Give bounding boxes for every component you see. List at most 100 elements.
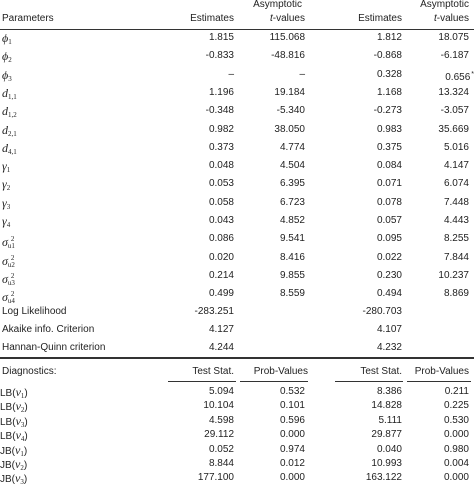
tvalue-2-number: 7.844 [443, 251, 469, 263]
tvalues-header-2: t-values [433, 13, 469, 24]
prob-value-1: 0.101 [279, 400, 305, 412]
summary-value-2: 4.107 [376, 324, 402, 335]
tvalue-2-number: 6.074 [443, 178, 469, 190]
diagnostic-prefix: LB( [0, 388, 16, 399]
symbol-glyph: σ [2, 235, 8, 250]
parameter-symbol: d1,2 [2, 102, 17, 124]
test-stat-1: 5.094 [208, 386, 234, 397]
prob-value-1: 0.596 [279, 414, 305, 426]
summary-row: Akaike info. Criterion 4.127 4.107 [0, 321, 474, 339]
symbol-subscript: 1 [8, 38, 12, 46]
parameter-row: γ3 0.058 6.723 0.078 7.448 [0, 194, 474, 212]
diagnostic-suffix: ) [23, 460, 28, 471]
symbol-glyph: σ [2, 253, 8, 268]
estimate-2: -0.273 [373, 105, 402, 117]
tvalue-2: -3.057 [441, 102, 469, 120]
diagnostic-symbol: ν [15, 385, 21, 399]
summary-row: Log Likelihood -283.251 -280.703 [0, 303, 474, 321]
tvalue-2-number: 8.869 [443, 288, 469, 300]
diagnostic-subscript: 2 [20, 464, 24, 472]
diagnostic-suffix: ) [23, 474, 28, 486]
symbol-glyph: γ [2, 177, 7, 192]
estimate-2: 0.375 [376, 141, 402, 153]
tvalue-1: 115.068 [269, 32, 305, 43]
prob-value-1: 0.974 [279, 443, 305, 455]
tvalue-2: 10.237 [438, 267, 469, 285]
symbol-glyph: d [2, 140, 8, 155]
estimate-1: 0.048 [208, 160, 234, 172]
diagnostic-symbol: ν [15, 399, 21, 414]
parameter-row: σu32 0.214 9.855 0.230 10.237 [0, 267, 474, 287]
summary-label: Hannan-Quinn criterion [2, 342, 106, 353]
test-stat-2: 29.877 [371, 429, 402, 441]
diagnostic-label: LB(ν2) [0, 397, 28, 419]
parameter-symbol: σu32 [2, 267, 15, 292]
estimate-2: 0.983 [376, 123, 402, 135]
diagnostic-label: LB(ν3) [0, 412, 28, 434]
asym-label-left: Asymptotic [253, 0, 302, 10]
test-stat-1: 8.844 [208, 458, 234, 469]
parameter-symbol: ϕ2 [2, 47, 12, 69]
parameter-row: γ1 0.048 4.504 0.084 4.147 [0, 157, 474, 175]
parameter-row: ϕ2 -0.833 -48.816 -0.868 -6.187 [0, 47, 474, 65]
prob-value-2: 0.000 [443, 472, 469, 484]
tvalue-1: 4.774 [279, 141, 305, 153]
test-stat-1: 4.598 [208, 414, 234, 426]
diagnostic-symbol: ν [15, 457, 21, 471]
tvalue-1: 9.855 [279, 269, 305, 281]
parameter-symbol: σu12 [2, 230, 15, 255]
estimate-2: 0.095 [376, 233, 402, 245]
symbol-subscript: u2 [7, 260, 15, 269]
diagnostic-subscript: 1 [20, 449, 24, 458]
diagnostic-label: LB(ν4) [0, 426, 28, 448]
tvalue-2: 13.324 [438, 84, 469, 102]
symbol-glyph: d [2, 104, 8, 119]
estimate-1: -0.348 [205, 105, 234, 117]
diagnostic-suffix: ) [24, 431, 28, 443]
test-stat-1: 177.100 [197, 472, 234, 484]
tvalue-1: – [299, 68, 305, 80]
parameter-symbol: γ4 [2, 212, 10, 234]
symbol-glyph: σ [2, 290, 8, 305]
estimate-2: 0.230 [376, 269, 402, 281]
symbol-glyph: ϕ [2, 31, 9, 45]
prob-value-2: 0.211 [444, 386, 469, 397]
parameter-row: σu12 0.086 9.541 0.095 8.255 [0, 230, 474, 250]
test-stat-2: 5.111 [378, 414, 402, 426]
summary-label: Akaike info. Criterion [2, 324, 95, 335]
summary-value-2: -280.703 [362, 306, 402, 317]
diagnostics-header-row: Diagnostics: Test Stat. Prob-Values Test… [0, 363, 474, 381]
diagnostic-row: LB(ν4) 29.112 0.000 29.877 0.000 [0, 426, 474, 444]
estimate-1: 0.214 [208, 269, 234, 281]
parameter-row: d1,1 1.196 19.184 1.168 13.324 [0, 84, 474, 102]
tvalue-2-number: -3.057 [440, 105, 469, 117]
prob-value-1: 0.012 [279, 458, 305, 469]
symbol-subscript: u3 [7, 278, 15, 287]
tvalue-1: 9.541 [279, 233, 305, 245]
underline-test-stat-2 [335, 381, 403, 382]
estimate-1: 0.058 [208, 196, 234, 208]
prob-value-1: 0.000 [279, 429, 305, 441]
tvalue-2: 7.448 [444, 194, 469, 212]
symbol-glyph: γ [2, 214, 7, 228]
header-top-row: Asymptotic Asymptotic [0, 0, 474, 14]
diagnostic-row: JB(ν3) 177.100 0.000 163.122 0.000 [0, 469, 474, 487]
estimate-2: -0.868 [373, 50, 402, 62]
symbol-subscript: 2,1 [8, 129, 17, 138]
estimate-1: 0.373 [208, 141, 234, 153]
tvalue-2: 7.844 [444, 249, 469, 267]
symbol-subscript: u1 [7, 242, 15, 251]
underline-prob-2 [407, 381, 471, 382]
tvalue-2: -6.187 [441, 47, 469, 65]
diagnostic-suffix: ) [24, 416, 28, 428]
diagnostic-label: JB(ν3) [0, 469, 27, 491]
tvalue-2-number: 5.016 [443, 141, 469, 153]
estimate-1: 1.815 [208, 32, 234, 43]
estimate-2: 0.022 [376, 251, 402, 263]
symbol-subscript: 3 [6, 202, 11, 211]
symbol-subscript: 4,1 [8, 147, 17, 156]
tvalue-2-number: 0.656 [445, 71, 471, 83]
underline-prob-1 [240, 381, 308, 382]
tvalue-1: 8.559 [279, 288, 305, 300]
diagnostic-prefix: LB( [0, 402, 16, 414]
